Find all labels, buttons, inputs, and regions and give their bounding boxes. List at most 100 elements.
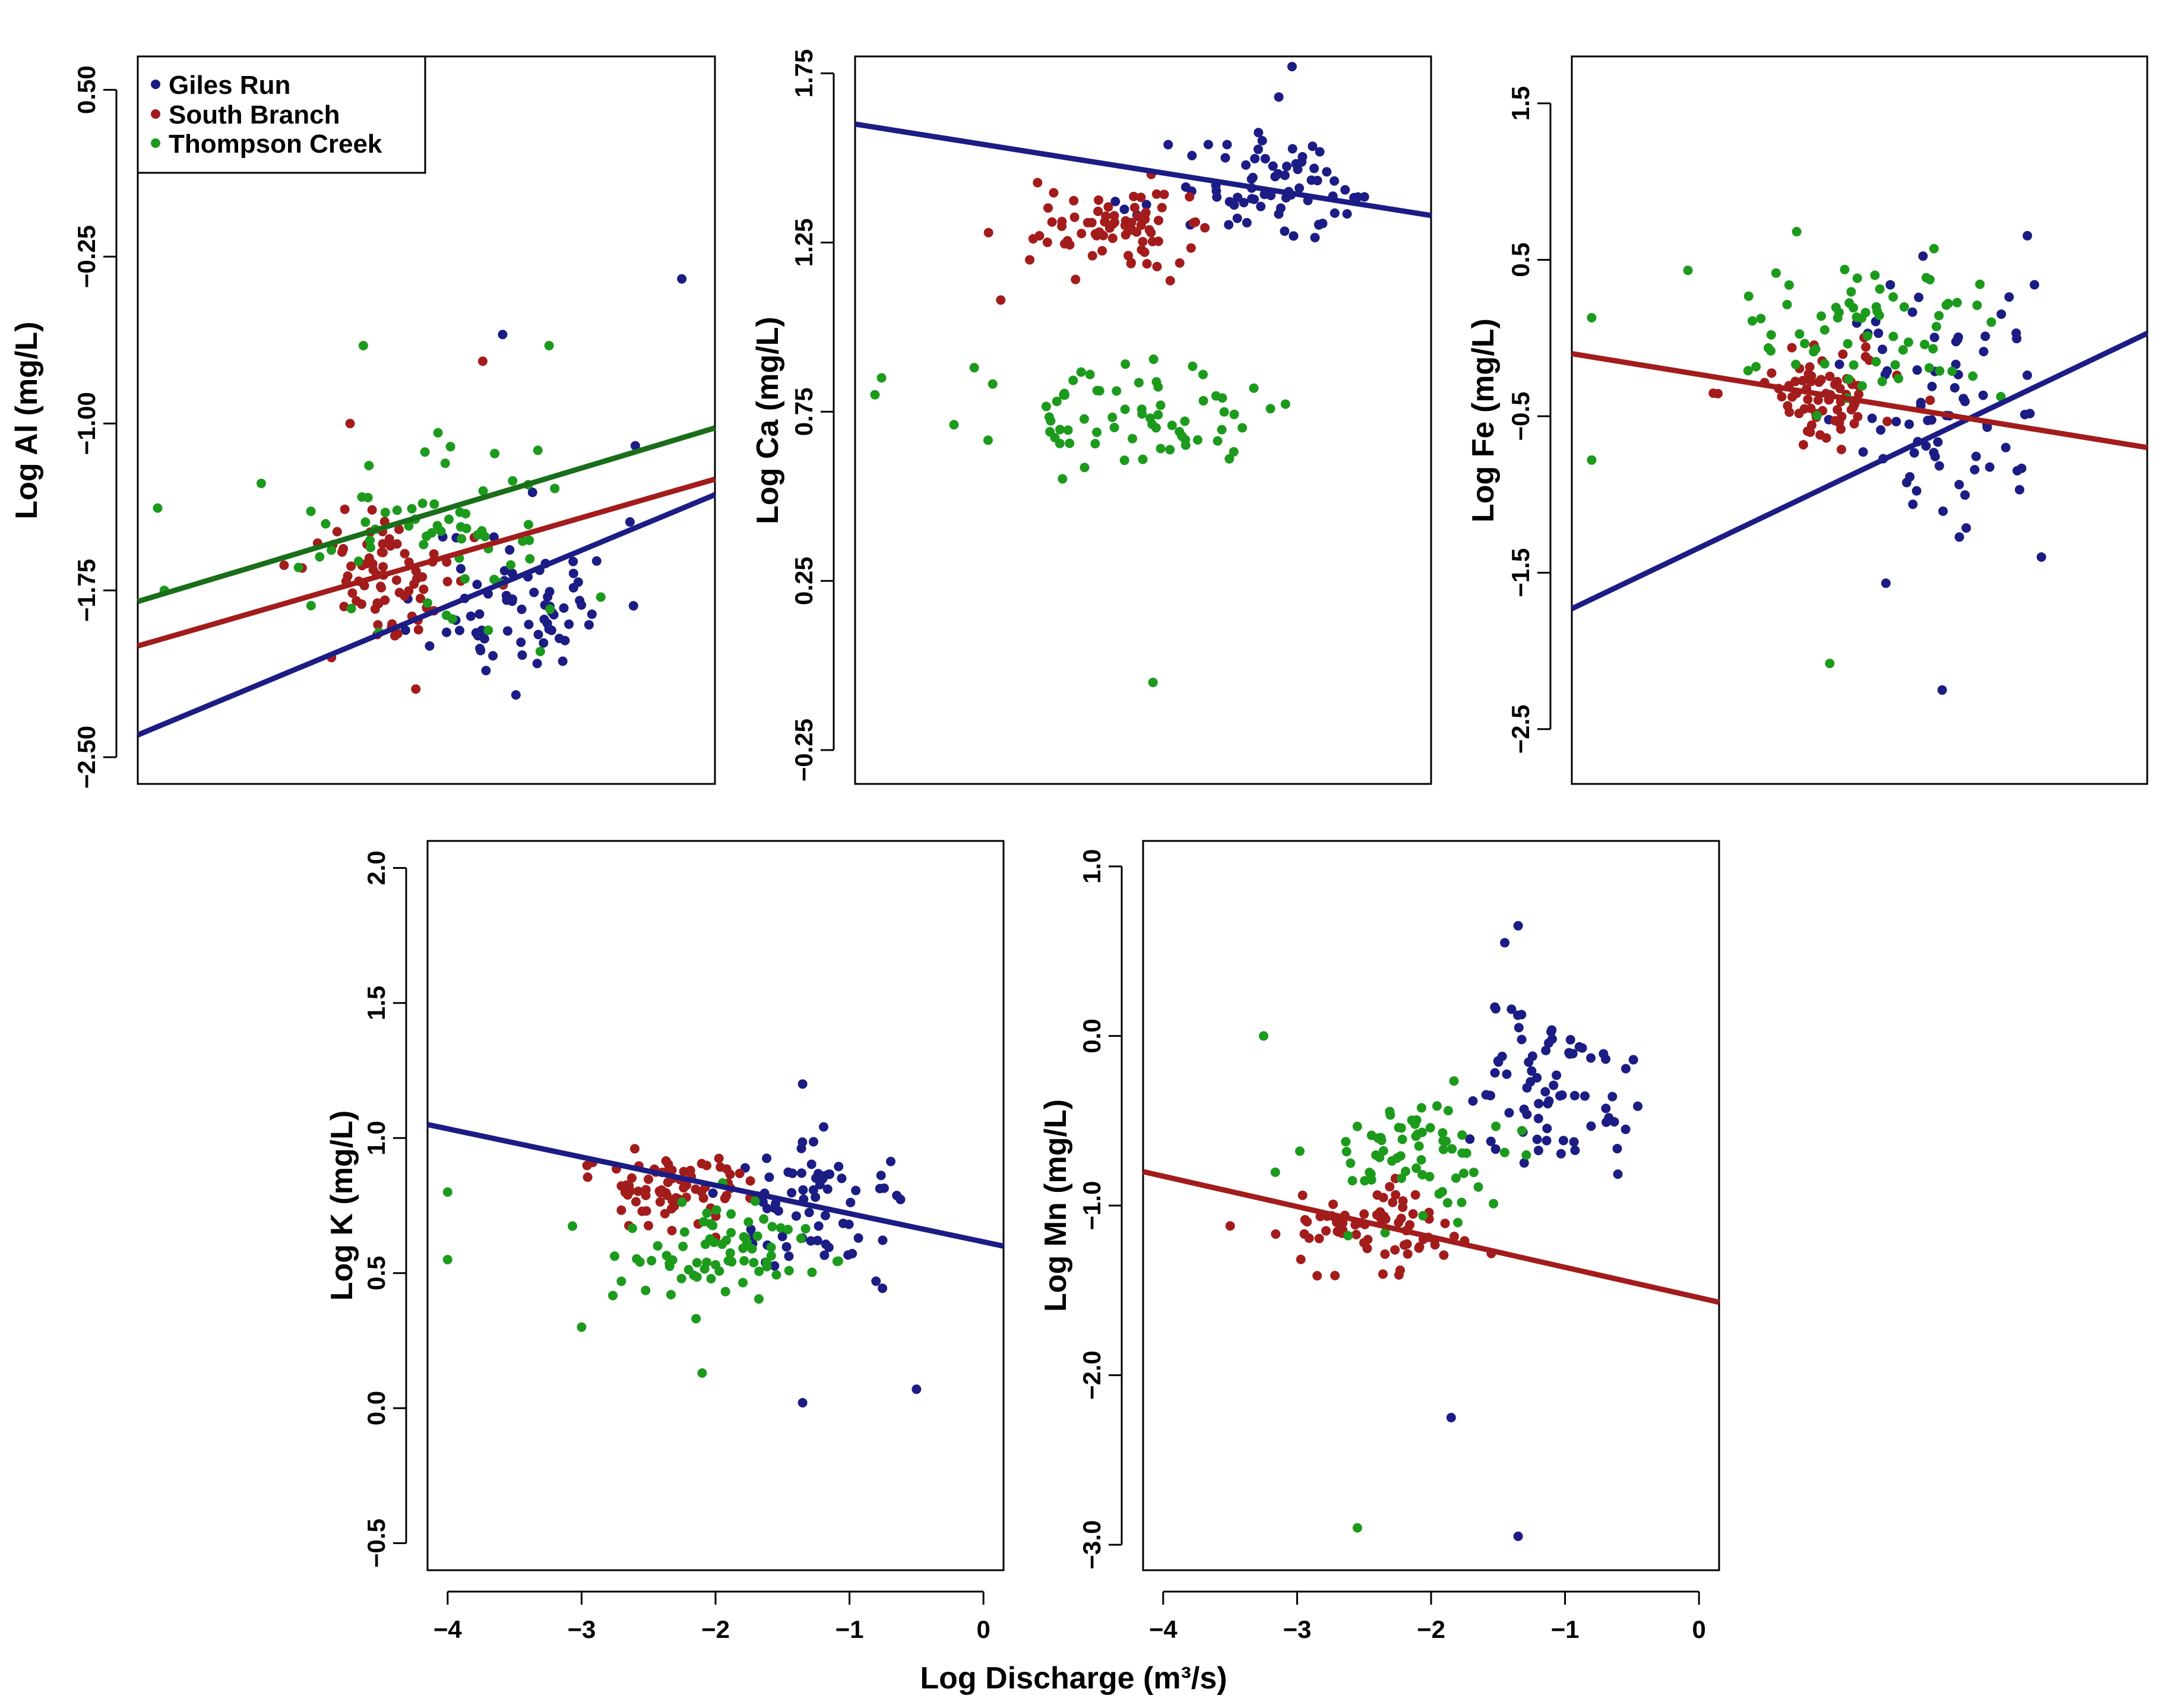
data-point-thompson-creek (1217, 425, 1227, 435)
data-point-giles-run (527, 488, 537, 498)
data-point-thompson-creek (1076, 367, 1086, 377)
data-point-giles-run (846, 1197, 856, 1207)
data-point-giles-run (1281, 162, 1292, 172)
data-point-south-branch (1777, 391, 1787, 401)
data-point-thompson-creek (1683, 265, 1693, 276)
data-point-south-branch (1835, 384, 1845, 394)
data-point-thompson-creek (358, 341, 368, 351)
data-point-south-branch (714, 1153, 724, 1163)
data-point-thompson-creek (1831, 302, 1841, 312)
data-point-thompson-creek (1121, 359, 1131, 369)
data-point-thompson-creek (754, 1266, 764, 1276)
data-point-south-branch (1069, 212, 1080, 222)
data-point-giles-run (1876, 425, 1886, 435)
data-point-thompson-creek (784, 1266, 794, 1276)
data-point-south-branch (338, 544, 349, 554)
scatter-points (442, 1079, 922, 1408)
data-point-giles-run (1248, 172, 1258, 182)
data-point-south-branch (347, 588, 357, 598)
data-point-giles-run (819, 1250, 830, 1260)
data-point-thompson-creek (404, 521, 414, 531)
data-point-south-branch (1825, 371, 1835, 381)
y-tick-label: −1.5 (1506, 548, 1534, 597)
data-point-giles-run (568, 568, 578, 578)
data-point-thompson-creek (679, 1227, 689, 1237)
data-point-south-branch (616, 1205, 626, 1215)
data-point-giles-run (1353, 192, 1363, 202)
data-point-giles-run (1297, 152, 1308, 162)
data-point-thompson-creek (1198, 369, 1208, 379)
data-point-thompson-creek (1425, 1123, 1435, 1133)
data-point-south-branch (1925, 395, 1935, 405)
y-tick-label: 1.0 (362, 1121, 390, 1155)
data-point-thompson-creek (676, 1273, 686, 1283)
data-point-thompson-creek (1888, 331, 1898, 341)
y-axis-label: Log Mn (mg/L) (1039, 1099, 1073, 1312)
data-point-giles-run (1556, 1149, 1566, 1159)
data-point-south-branch (1107, 233, 1118, 243)
data-point-south-branch (633, 1186, 643, 1196)
data-point-giles-run (479, 634, 489, 644)
data-point-thompson-creek (832, 1256, 842, 1266)
data-point-giles-run (1938, 506, 1948, 516)
data-point-south-branch (1861, 342, 1871, 352)
data-point-south-branch (1860, 352, 1871, 362)
data-point-giles-run (1918, 251, 1928, 261)
data-point-thompson-creek (1975, 279, 1985, 289)
data-point-giles-run (1878, 344, 1888, 355)
data-point-thompson-creek (1425, 1172, 1435, 1182)
scatter-points (870, 62, 1369, 688)
data-point-thompson-creek (726, 1228, 736, 1238)
data-point-thompson-creek (1434, 1189, 1444, 1199)
data-point-south-branch (1133, 211, 1143, 222)
data-point-giles-run (1233, 192, 1243, 203)
data-point-south-branch (378, 562, 388, 572)
data-point-giles-run (1580, 1091, 1590, 1101)
data-point-thompson-creek (461, 508, 471, 518)
data-point-south-branch (663, 1159, 673, 1169)
data-point-south-branch (583, 1172, 593, 1182)
data-point-thompson-creek (1065, 438, 1075, 448)
y-tick-label: −2.50 (72, 726, 100, 789)
data-point-south-branch (1806, 377, 1816, 387)
data-point-south-branch (346, 561, 356, 571)
data-point-giles-run (1905, 472, 1915, 482)
data-point-giles-run (1540, 1087, 1550, 1097)
data-point-thompson-creek (419, 540, 429, 550)
data-point-thompson-creek (1743, 366, 1753, 376)
data-point-thompson-creek (1857, 313, 1867, 323)
data-point-giles-run (584, 620, 594, 630)
data-point-thompson-creek (708, 1220, 718, 1231)
data-point-thompson-creek (1921, 273, 1931, 283)
data-point-thompson-creek (1931, 321, 1941, 331)
data-point-thompson-creek (524, 520, 534, 530)
data-point-south-branch (1331, 1217, 1341, 1228)
y-tick-label: 1.25 (790, 218, 818, 267)
data-point-thompson-creek (1128, 434, 1138, 444)
data-point-thompson-creek (1447, 1144, 1457, 1154)
data-point-giles-run (1268, 161, 1278, 171)
data-point-thompson-creek (1119, 456, 1129, 466)
data-point-giles-run (878, 1235, 888, 1245)
data-point-giles-run (1485, 1090, 1495, 1100)
data-point-south-branch (1849, 402, 1859, 412)
data-point-giles-run (1555, 1091, 1565, 1101)
data-point-thompson-creek (1265, 404, 1276, 414)
x-tick-label: 0 (1692, 1615, 1705, 1643)
data-point-giles-run (708, 1188, 718, 1198)
data-point-thompson-creek (749, 1258, 759, 1268)
data-point-giles-run (1163, 140, 1173, 150)
scatter-points (1225, 921, 1643, 1541)
data-point-giles-run (1532, 1134, 1542, 1144)
data-point-giles-run (1500, 938, 1510, 948)
data-point-south-branch (1816, 375, 1826, 385)
legend-box (137, 55, 426, 174)
data-point-thompson-creek (800, 1223, 811, 1233)
data-point-south-branch (1136, 192, 1146, 203)
data-point-south-branch (1147, 236, 1157, 246)
data-point-thompson-creek (1416, 1103, 1426, 1113)
data-point-south-branch (1787, 343, 1797, 353)
data-point-thompson-creek (429, 499, 439, 509)
data-point-thompson-creek (1903, 337, 1913, 347)
x-axis: −4 −3 −2 −1 0 (1149, 1590, 1706, 1643)
